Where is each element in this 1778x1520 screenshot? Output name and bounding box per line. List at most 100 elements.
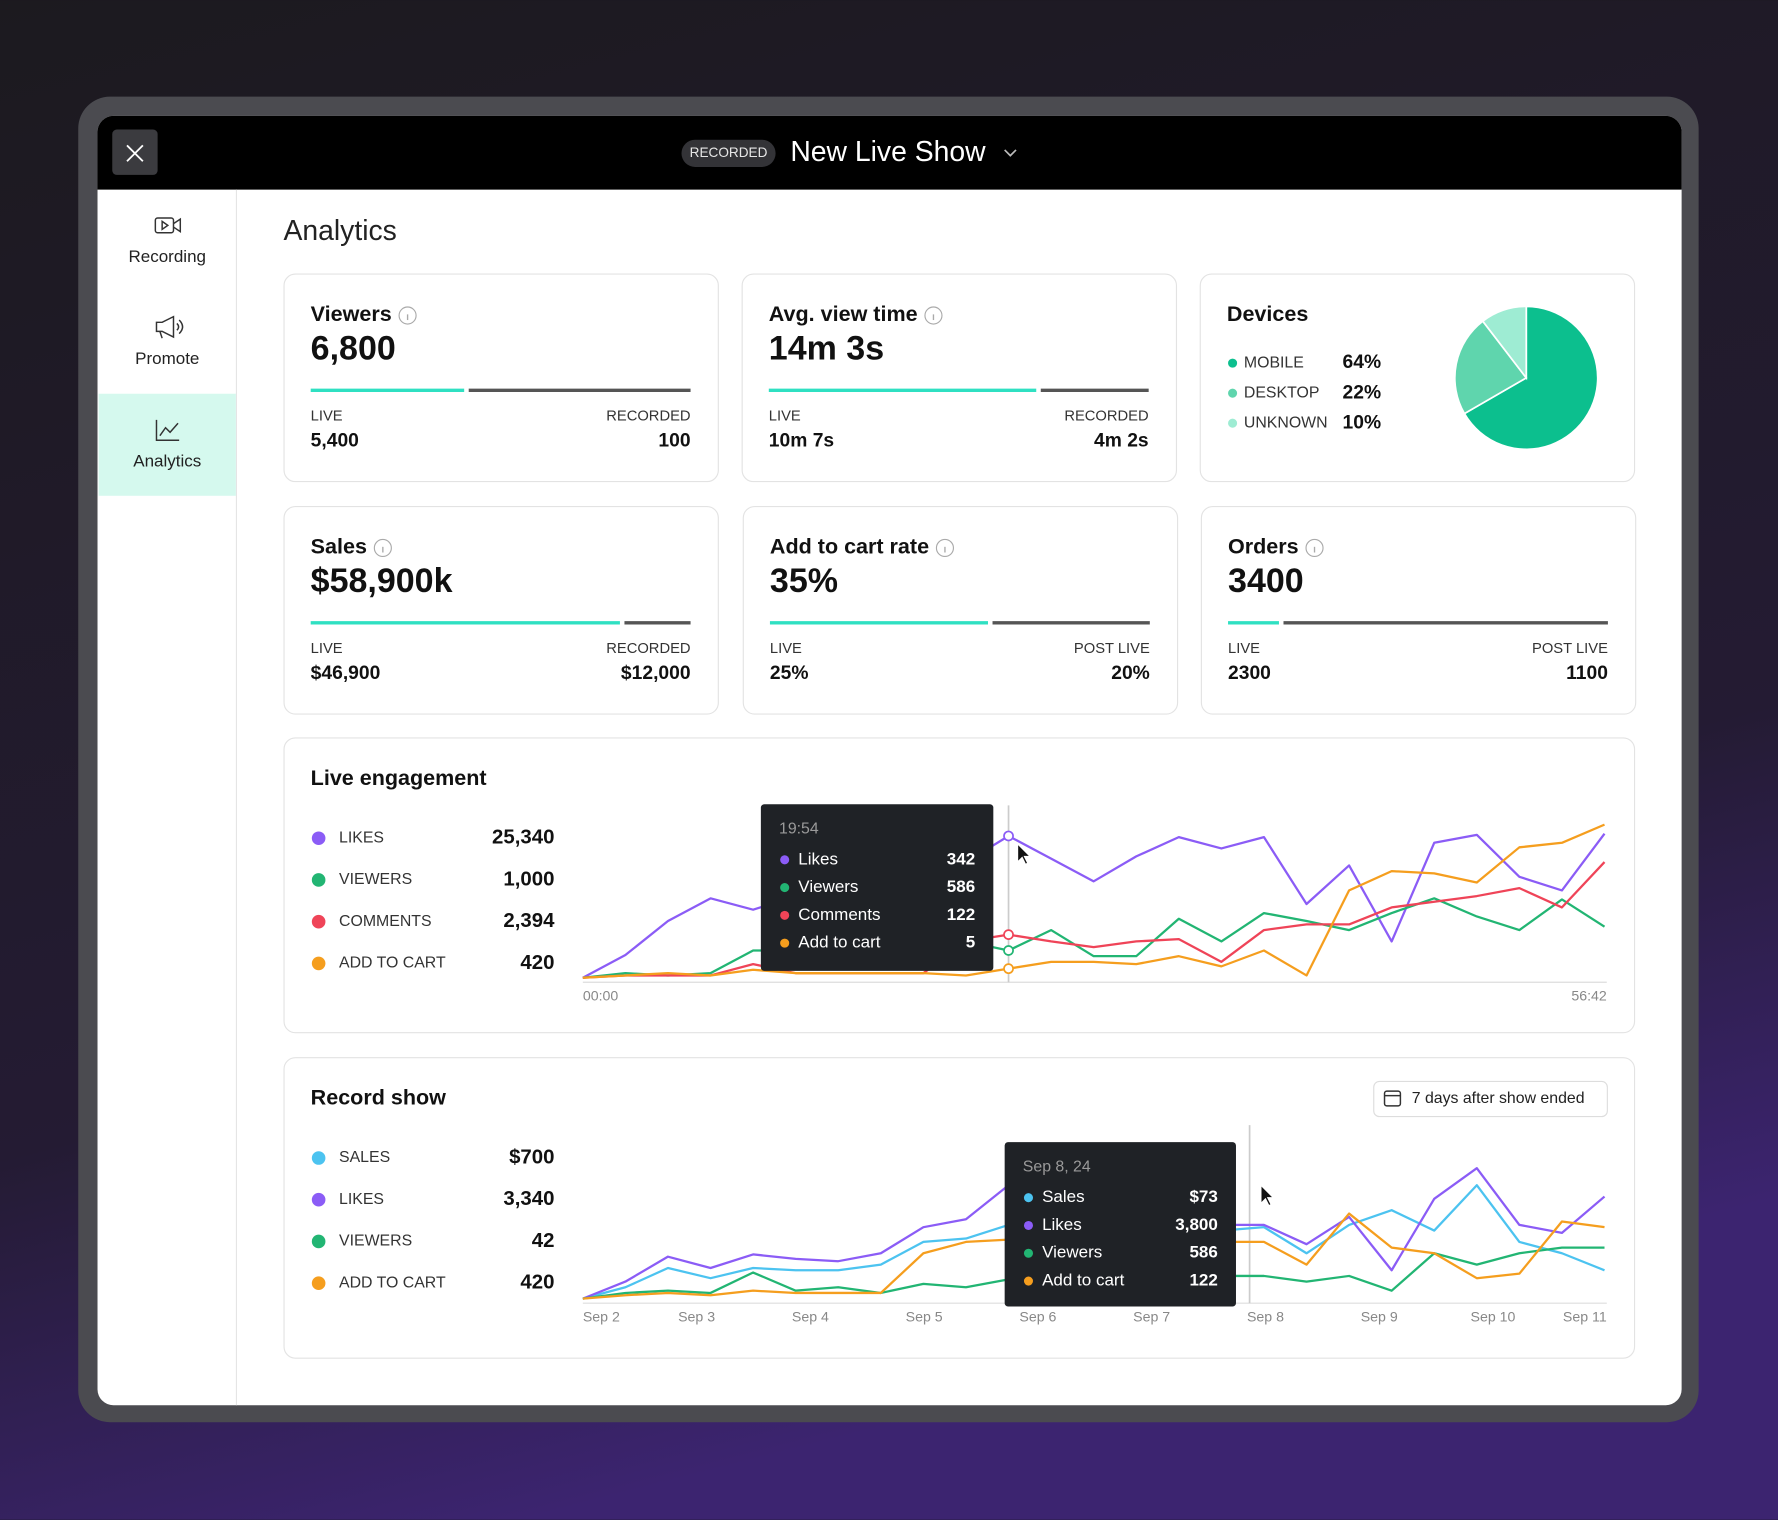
kpi-title: Add to cart rate: [770, 535, 929, 559]
dropdown-chevron: [1004, 149, 1017, 157]
tooltip-value: 586: [947, 877, 975, 896]
kpi-left-value: 25%: [770, 663, 809, 684]
tooltip-label: Viewers: [1042, 1243, 1102, 1262]
pie-slice: [1463, 305, 1599, 451]
kpi-right-value: 1100: [1566, 663, 1608, 684]
legend-label: ADD TO CART: [339, 955, 446, 972]
kpi-value: $58,900k: [311, 562, 453, 600]
cursor: [1017, 842, 1032, 866]
kpi-right-value: 4m 2s: [1094, 430, 1149, 451]
tooltip-value: 122: [1189, 1271, 1217, 1290]
legend-label: LIKES: [339, 1191, 384, 1208]
x-tick-label: Sep 11: [1563, 1310, 1607, 1326]
legend-dot: [311, 1276, 326, 1290]
chart-title: Live engagement: [311, 766, 487, 790]
kpi-right-value: 100: [658, 430, 690, 451]
legend-dot: [1228, 358, 1238, 368]
hover-point: [1003, 830, 1014, 842]
legend-dot: [1228, 388, 1238, 398]
legend-dot: [311, 873, 326, 887]
nav-label[interactable]: Recording: [129, 247, 207, 266]
kpi-right-label: RECORDED: [1064, 408, 1148, 424]
tooltip-label: Viewers: [798, 877, 858, 896]
tooltip-label: Comments: [798, 905, 880, 924]
calendar-icon: [1383, 1090, 1402, 1107]
x-tick-label: Sep 7: [1133, 1310, 1170, 1326]
device-label: UNKNOWN: [1244, 414, 1328, 431]
cursor: [1260, 1183, 1275, 1207]
nav-active-bg: [98, 393, 236, 496]
recording-icon-shape: [161, 217, 182, 233]
kpi-title: Orders: [1228, 535, 1299, 559]
kpi-left-value: 5,400: [311, 430, 359, 451]
kpi-card: [742, 506, 1179, 715]
tooltip: [1004, 1142, 1236, 1307]
kpi-right-label: POST LIVE: [1074, 641, 1150, 657]
legend-total: $700: [509, 1146, 554, 1168]
x-tick-label: Sep 3: [678, 1310, 715, 1326]
legend-dot: [1228, 418, 1238, 428]
date-filter[interactable]: [1373, 1080, 1608, 1118]
nav-label[interactable]: Promote: [135, 349, 199, 368]
tooltip-dot: [1023, 1193, 1034, 1203]
legend-label: ADD TO CART: [339, 1274, 446, 1291]
tooltip-label: Likes: [798, 849, 838, 868]
tooltip-value: 5: [966, 933, 975, 952]
legend-total: 420: [520, 1272, 554, 1294]
info-icon: [373, 538, 392, 558]
hover-point: [1003, 945, 1014, 956]
tooltip-dot: [1023, 1220, 1034, 1231]
kpi-title: Avg. view time: [769, 302, 918, 326]
badge: [681, 139, 776, 167]
x-tick-label: 56:42: [1571, 989, 1607, 1005]
legend-dot: [311, 956, 326, 971]
kpi-card: [1200, 506, 1637, 715]
hover-point: [1003, 929, 1014, 941]
kpi-title: Viewers: [311, 302, 392, 326]
show-title[interactable]: New Live Show: [790, 136, 986, 168]
kpi-right-value: 20%: [1111, 663, 1150, 684]
tooltip-label: Add to cart: [1042, 1271, 1124, 1290]
x-tick-label: Sep 6: [1019, 1310, 1056, 1326]
legend-dot: [311, 1234, 326, 1249]
tooltip-dot: [780, 855, 790, 865]
tooltip-heading: Sep 8, 24: [1023, 1158, 1091, 1175]
x-tick-label: Sep 4: [792, 1310, 829, 1326]
legend-total: 2,394: [503, 910, 555, 932]
tooltip-label: Sales: [1042, 1187, 1085, 1206]
hover-point: [1003, 963, 1014, 975]
info-icon: [1305, 538, 1324, 558]
kpi-left-label: LIVE: [311, 408, 343, 424]
kpi-left-label: LIVE: [769, 408, 801, 424]
x-tick-label: Sep 8: [1247, 1310, 1284, 1326]
kpi-left-label: LIVE: [1228, 641, 1260, 657]
tooltip-dot: [780, 910, 790, 920]
device-label: DESKTOP: [1244, 384, 1320, 401]
date-filter-label: 7 days after show ended: [1412, 1090, 1585, 1107]
tooltip-value: $73: [1189, 1187, 1217, 1206]
device-value: 22%: [1343, 382, 1382, 403]
x-tick-label: Sep 10: [1471, 1310, 1516, 1326]
nav-label[interactable]: Analytics: [133, 451, 201, 470]
tooltip-value: 586: [1189, 1243, 1217, 1262]
legend-label: VIEWERS: [339, 1233, 412, 1250]
tooltip-value: 3,800: [1175, 1215, 1218, 1234]
header-bar: [97, 115, 1682, 190]
kpi-left-value: 10m 7s: [769, 430, 834, 451]
device-value: 64%: [1343, 352, 1382, 373]
series-line: [582, 897, 1606, 979]
device-value: 10%: [1343, 412, 1382, 433]
legend-total: 1,000: [503, 868, 554, 890]
legend-label: LIKES: [339, 829, 384, 846]
promote-icon: [155, 315, 184, 339]
legend-total: 3,340: [503, 1188, 554, 1210]
kpi-value: 35%: [770, 562, 838, 600]
pie-slice: [1454, 319, 1528, 415]
tooltip-label: Add to cart: [798, 933, 880, 952]
legend-label: COMMENTS: [339, 913, 432, 930]
x-tick-label: 00:00: [583, 989, 619, 1005]
legend-total: 42: [532, 1230, 555, 1252]
page-title: Analytics: [283, 215, 396, 247]
